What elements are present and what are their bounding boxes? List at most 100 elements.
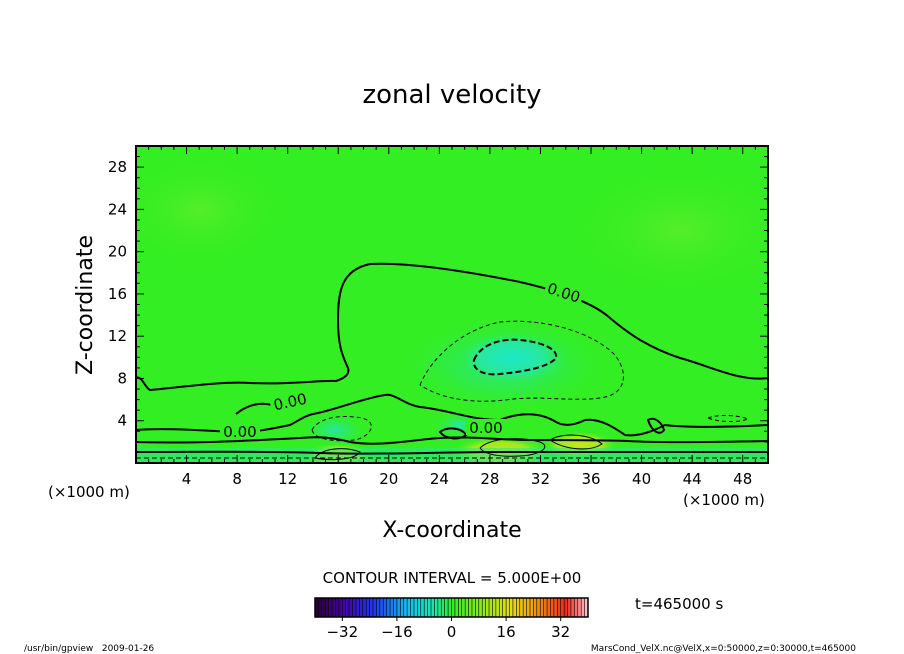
colorbar-cell [441, 598, 445, 617]
x-tick-label: 44 [683, 470, 702, 488]
contour-pos5-center [479, 438, 546, 457]
colorbar-cell [437, 598, 442, 617]
colorbar-cell [492, 598, 497, 617]
colorbar-cell [458, 598, 463, 617]
colorbar-cell [369, 598, 374, 617]
colorbar-cell [526, 598, 531, 617]
colorbar-cell [482, 598, 486, 617]
colorbar-cell [407, 598, 411, 617]
field-slow-core [452, 330, 572, 386]
colorbar-cell [328, 598, 333, 617]
colorbar-cell [434, 598, 439, 617]
colorbar-cell [359, 598, 364, 617]
colorbar-cell [495, 598, 500, 617]
x-tick-label: 4 [182, 470, 192, 488]
colorbar-tick-label: 0 [447, 623, 457, 641]
colorbar-cell [536, 598, 541, 617]
contour-neg10-core [472, 338, 558, 376]
colorbar-ticks: −32 −16 0 16 32 [326, 617, 570, 641]
chart-title: zonal velocity [362, 80, 541, 110]
colorbar-cell [373, 598, 377, 617]
colorbar-cell [376, 598, 381, 617]
colorbar-cell [533, 598, 538, 617]
field-slow-region [300, 412, 370, 448]
colorbar-cell [502, 598, 507, 617]
colorbar-cell [315, 598, 319, 617]
colorbar-cell [529, 598, 534, 617]
colorbar-cell [540, 598, 544, 617]
plot-area: 0.00 0.00 0.00 0.00 [136, 146, 768, 463]
colorbar-cell [506, 598, 510, 617]
y-tick-label: 24 [108, 200, 127, 218]
footer-right: MarsCond_VelX.nc@VelX,x=0:50000,z=0:3000… [591, 644, 856, 654]
x-axis-unit-label: (×1000 m) [48, 483, 130, 501]
y-axis-unit-label: (×1000 m) [683, 491, 765, 509]
colorbar-cell [420, 598, 425, 617]
x-tick-label: 48 [733, 470, 752, 488]
colorbar-cell [547, 598, 551, 617]
colorbar-cell [444, 598, 449, 617]
colorbar-cell [553, 598, 558, 617]
colorbar-cell [431, 598, 435, 617]
contour-neg5-outer [419, 320, 624, 402]
colorbar-cell [489, 598, 493, 617]
colorbar [314, 598, 589, 617]
colorbar-cell [448, 598, 452, 617]
colorbar-cell [332, 598, 336, 617]
x-tick-label: 20 [379, 470, 398, 488]
x-tick-label: 12 [278, 470, 297, 488]
colorbar-cell [560, 598, 565, 617]
x-tick-label: 32 [531, 470, 550, 488]
colorbar-cell [393, 598, 398, 617]
contour-pos5-right [549, 434, 603, 450]
colorbar-cell [400, 598, 405, 617]
colorbar-cell [424, 598, 428, 617]
contour-right-blob [646, 417, 666, 434]
colorbar-cell [410, 598, 415, 617]
colorbar-tick-label: 16 [497, 623, 516, 641]
colorbar-cell [574, 598, 579, 617]
time-label: t=465000 s [635, 595, 723, 613]
colorbar-tick-label: −32 [326, 623, 358, 641]
x-axis-title: X-coordinate [382, 518, 521, 543]
colorbar-cell [413, 598, 418, 617]
x-tick-label: 36 [581, 470, 600, 488]
colorbar-cell [564, 598, 568, 617]
y-tick-label: 12 [108, 327, 127, 345]
x-tick-label: 40 [632, 470, 651, 488]
colorbar-cell [396, 598, 401, 617]
x-axis-ticks: 4 8 12 16 20 24 28 32 36 40 44 48 [148, 146, 756, 488]
colorbar-cell [550, 598, 555, 617]
contour-interval-text: CONTOUR INTERVAL = 5.000E+00 [323, 569, 582, 587]
colorbar-cell [485, 598, 490, 617]
contour-pos5-left [314, 448, 361, 461]
colorbar-cell [512, 598, 517, 617]
contour-zero-lower [136, 436, 768, 445]
colorbar-cell [386, 598, 391, 617]
field-light-patch [560, 160, 768, 300]
colorbar-cell [478, 598, 483, 617]
y-tick-label: 8 [117, 369, 127, 387]
contour-zero-upper [136, 393, 768, 437]
colorbar-cell [383, 598, 387, 617]
x-tick-label: 8 [232, 470, 242, 488]
colorbar-cell [355, 598, 360, 617]
colorbar-cell [345, 598, 350, 617]
colorbar-tick-label: 32 [551, 623, 570, 641]
colorbar-cell [543, 598, 548, 617]
colorbar-cell [325, 598, 329, 617]
colorbar-cell [577, 598, 582, 617]
colorbar-cell [519, 598, 524, 617]
colorbar-cell [417, 598, 422, 617]
colorbar-cell [557, 598, 561, 617]
x-tick-label: 16 [329, 470, 348, 488]
colorbar-cell [570, 598, 575, 617]
colorbar-cell [318, 598, 323, 617]
x-tick-label: 28 [480, 470, 499, 488]
colorbar-cell [461, 598, 466, 617]
colorbar-cell [468, 598, 473, 617]
footer-left: /usr/bin/gpview 2009-01-26 [24, 644, 154, 654]
colorbar-cell [427, 598, 432, 617]
x-tick-label: 24 [430, 470, 449, 488]
